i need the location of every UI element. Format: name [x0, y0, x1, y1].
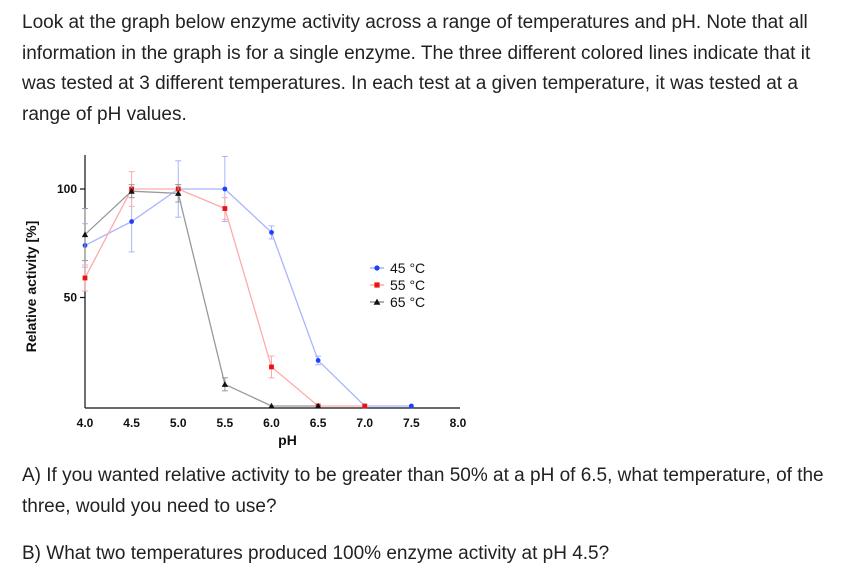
data-point [408, 403, 414, 409]
x-axis-title: pH [278, 432, 297, 448]
data-point [314, 402, 322, 409]
y-tick-label: 50 [64, 291, 78, 305]
series-line [84, 190, 319, 407]
question-a: A) If you wanted relative activity to be… [22, 465, 824, 517]
enzyme-activity-chart: 50 100 4.0 4.5 5.0 5.5 6.0 6.5 7.0 7.5 8.0 pH Relati… [23, 155, 467, 448]
question-b: B) What two temperatures produced 100% e… [22, 543, 610, 564]
data-point [175, 190, 182, 196]
data-point [129, 219, 135, 224]
legend-marker [374, 282, 380, 288]
chart-axes: 50 100 4.0 4.5 5.0 5.5 6.0 6.5 7.0 7.5 8.0 pH Relati… [23, 155, 467, 448]
data-point [221, 381, 229, 387]
chart-legend: 45 °C55 °C65 °C [370, 260, 425, 310]
series-line [84, 188, 412, 407]
data-point [269, 230, 274, 235]
x-tick-label: 4.0 [77, 416, 94, 430]
data-point [268, 402, 275, 409]
legend-label: 65 °C [390, 294, 425, 310]
intro-paragraph: Look at the graph below enzyme activity … [22, 12, 811, 125]
legend-marker [374, 265, 380, 271]
x-tick-label: 5.5 [217, 416, 234, 430]
chart-series [81, 155, 414, 409]
data-point [222, 206, 228, 211]
x-tick-label: 7.0 [356, 416, 373, 430]
data-point [269, 364, 274, 370]
y-tick-label: 100 [57, 182, 77, 196]
x-tick-label: 5.0 [170, 416, 187, 430]
data-point [128, 187, 135, 194]
x-tick-label: 8.0 [450, 416, 467, 430]
x-tick-label: 7.5 [403, 416, 420, 430]
legend-marker [373, 298, 381, 305]
data-point [315, 358, 321, 363]
series-square [82, 171, 368, 409]
legend-label: 45 °C [390, 260, 425, 276]
series-circle [82, 155, 414, 409]
data-point [82, 275, 88, 281]
x-tick-label: 6.0 [263, 416, 280, 430]
x-tick-label: 4.5 [123, 416, 140, 430]
series-triangle [81, 184, 322, 409]
data-point [222, 186, 228, 192]
data-point [362, 403, 368, 409]
y-axis-title: Relative activity [%] [23, 221, 39, 353]
legend-label: 55 °C [390, 277, 425, 293]
data-point [81, 231, 89, 238]
x-tick-label: 6.5 [310, 416, 327, 430]
